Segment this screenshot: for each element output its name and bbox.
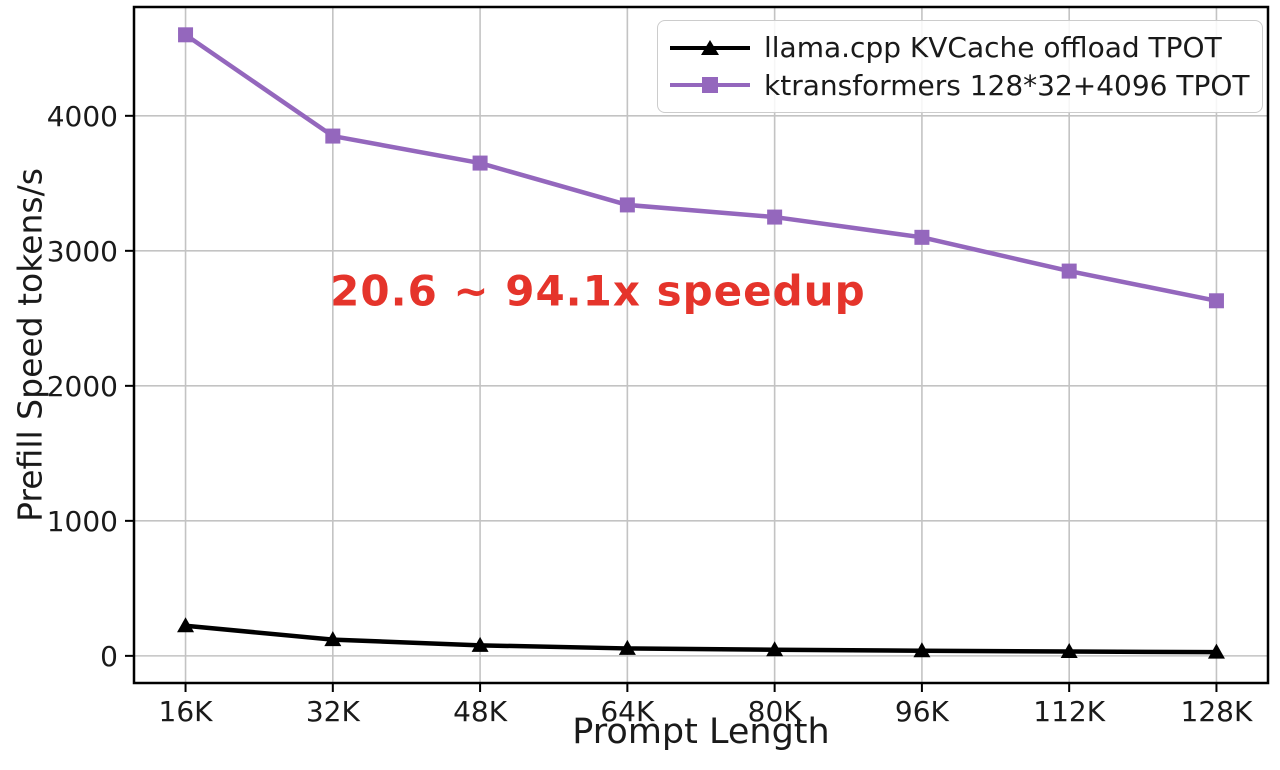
legend-label-ktransformers: ktransformers 128*32+4096 TPOT <box>764 68 1250 102</box>
x-tick-label: 16K <box>159 695 214 728</box>
data-point-square <box>472 155 488 171</box>
y-tick-label: 4000 <box>47 100 118 133</box>
x-tick-label: 128K <box>1181 695 1253 728</box>
x-axis-label: Prompt Length <box>572 712 830 752</box>
series-line-1 <box>184 32 1217 303</box>
data-point-square <box>1061 263 1077 279</box>
square-marker-icon <box>702 77 718 94</box>
data-point-square <box>914 229 930 245</box>
data-point-triangle <box>766 641 784 657</box>
data-point-triangle <box>177 617 195 633</box>
data-point-triangle <box>913 642 931 658</box>
data-point-triangle <box>618 639 636 655</box>
y-tick-label: 1000 <box>47 505 118 538</box>
y-tick-label: 0 <box>100 640 118 673</box>
plot-frame <box>132 5 1270 685</box>
data-point-square <box>1208 293 1224 309</box>
y-tick-label: 2000 <box>47 370 118 403</box>
x-tick-label: 80K <box>748 695 803 728</box>
data-point-square <box>178 27 194 43</box>
legend-sample-ktransformers <box>670 75 750 95</box>
legend-sample-llamacpp <box>670 38 750 58</box>
x-tick-label: 96K <box>895 695 950 728</box>
x-tick-label: 64K <box>600 695 655 728</box>
legend: llama.cpp KVCache offload TPOT ktransfor… <box>657 20 1263 113</box>
legend-item-ktransformers: ktransformers 128*32+4096 TPOT <box>670 67 1250 103</box>
triangle-marker-icon <box>701 39 719 55</box>
data-point-triangle <box>471 636 489 652</box>
legend-label-llamacpp: llama.cpp KVCache offload TPOT <box>764 31 1222 65</box>
data-point-triangle <box>324 631 342 647</box>
data-point-square <box>325 128 341 144</box>
legend-item-llamacpp: llama.cpp KVCache offload TPOT <box>670 30 1250 66</box>
data-point-square <box>619 197 635 213</box>
series-line-0 <box>185 623 1217 655</box>
data-point-square <box>767 209 783 225</box>
data-point-triangle <box>1207 643 1225 659</box>
data-point-triangle <box>1060 643 1078 659</box>
y-axis-label: Prefill Speed tokens/s <box>10 168 50 522</box>
x-tick-label: 48K <box>453 695 508 728</box>
x-tick-label: 32K <box>306 695 361 728</box>
y-tick-label: 3000 <box>47 235 118 268</box>
speedup-annotation: 20.6 ~ 94.1x speedup <box>330 266 866 316</box>
x-tick-label: 112K <box>1033 695 1105 728</box>
